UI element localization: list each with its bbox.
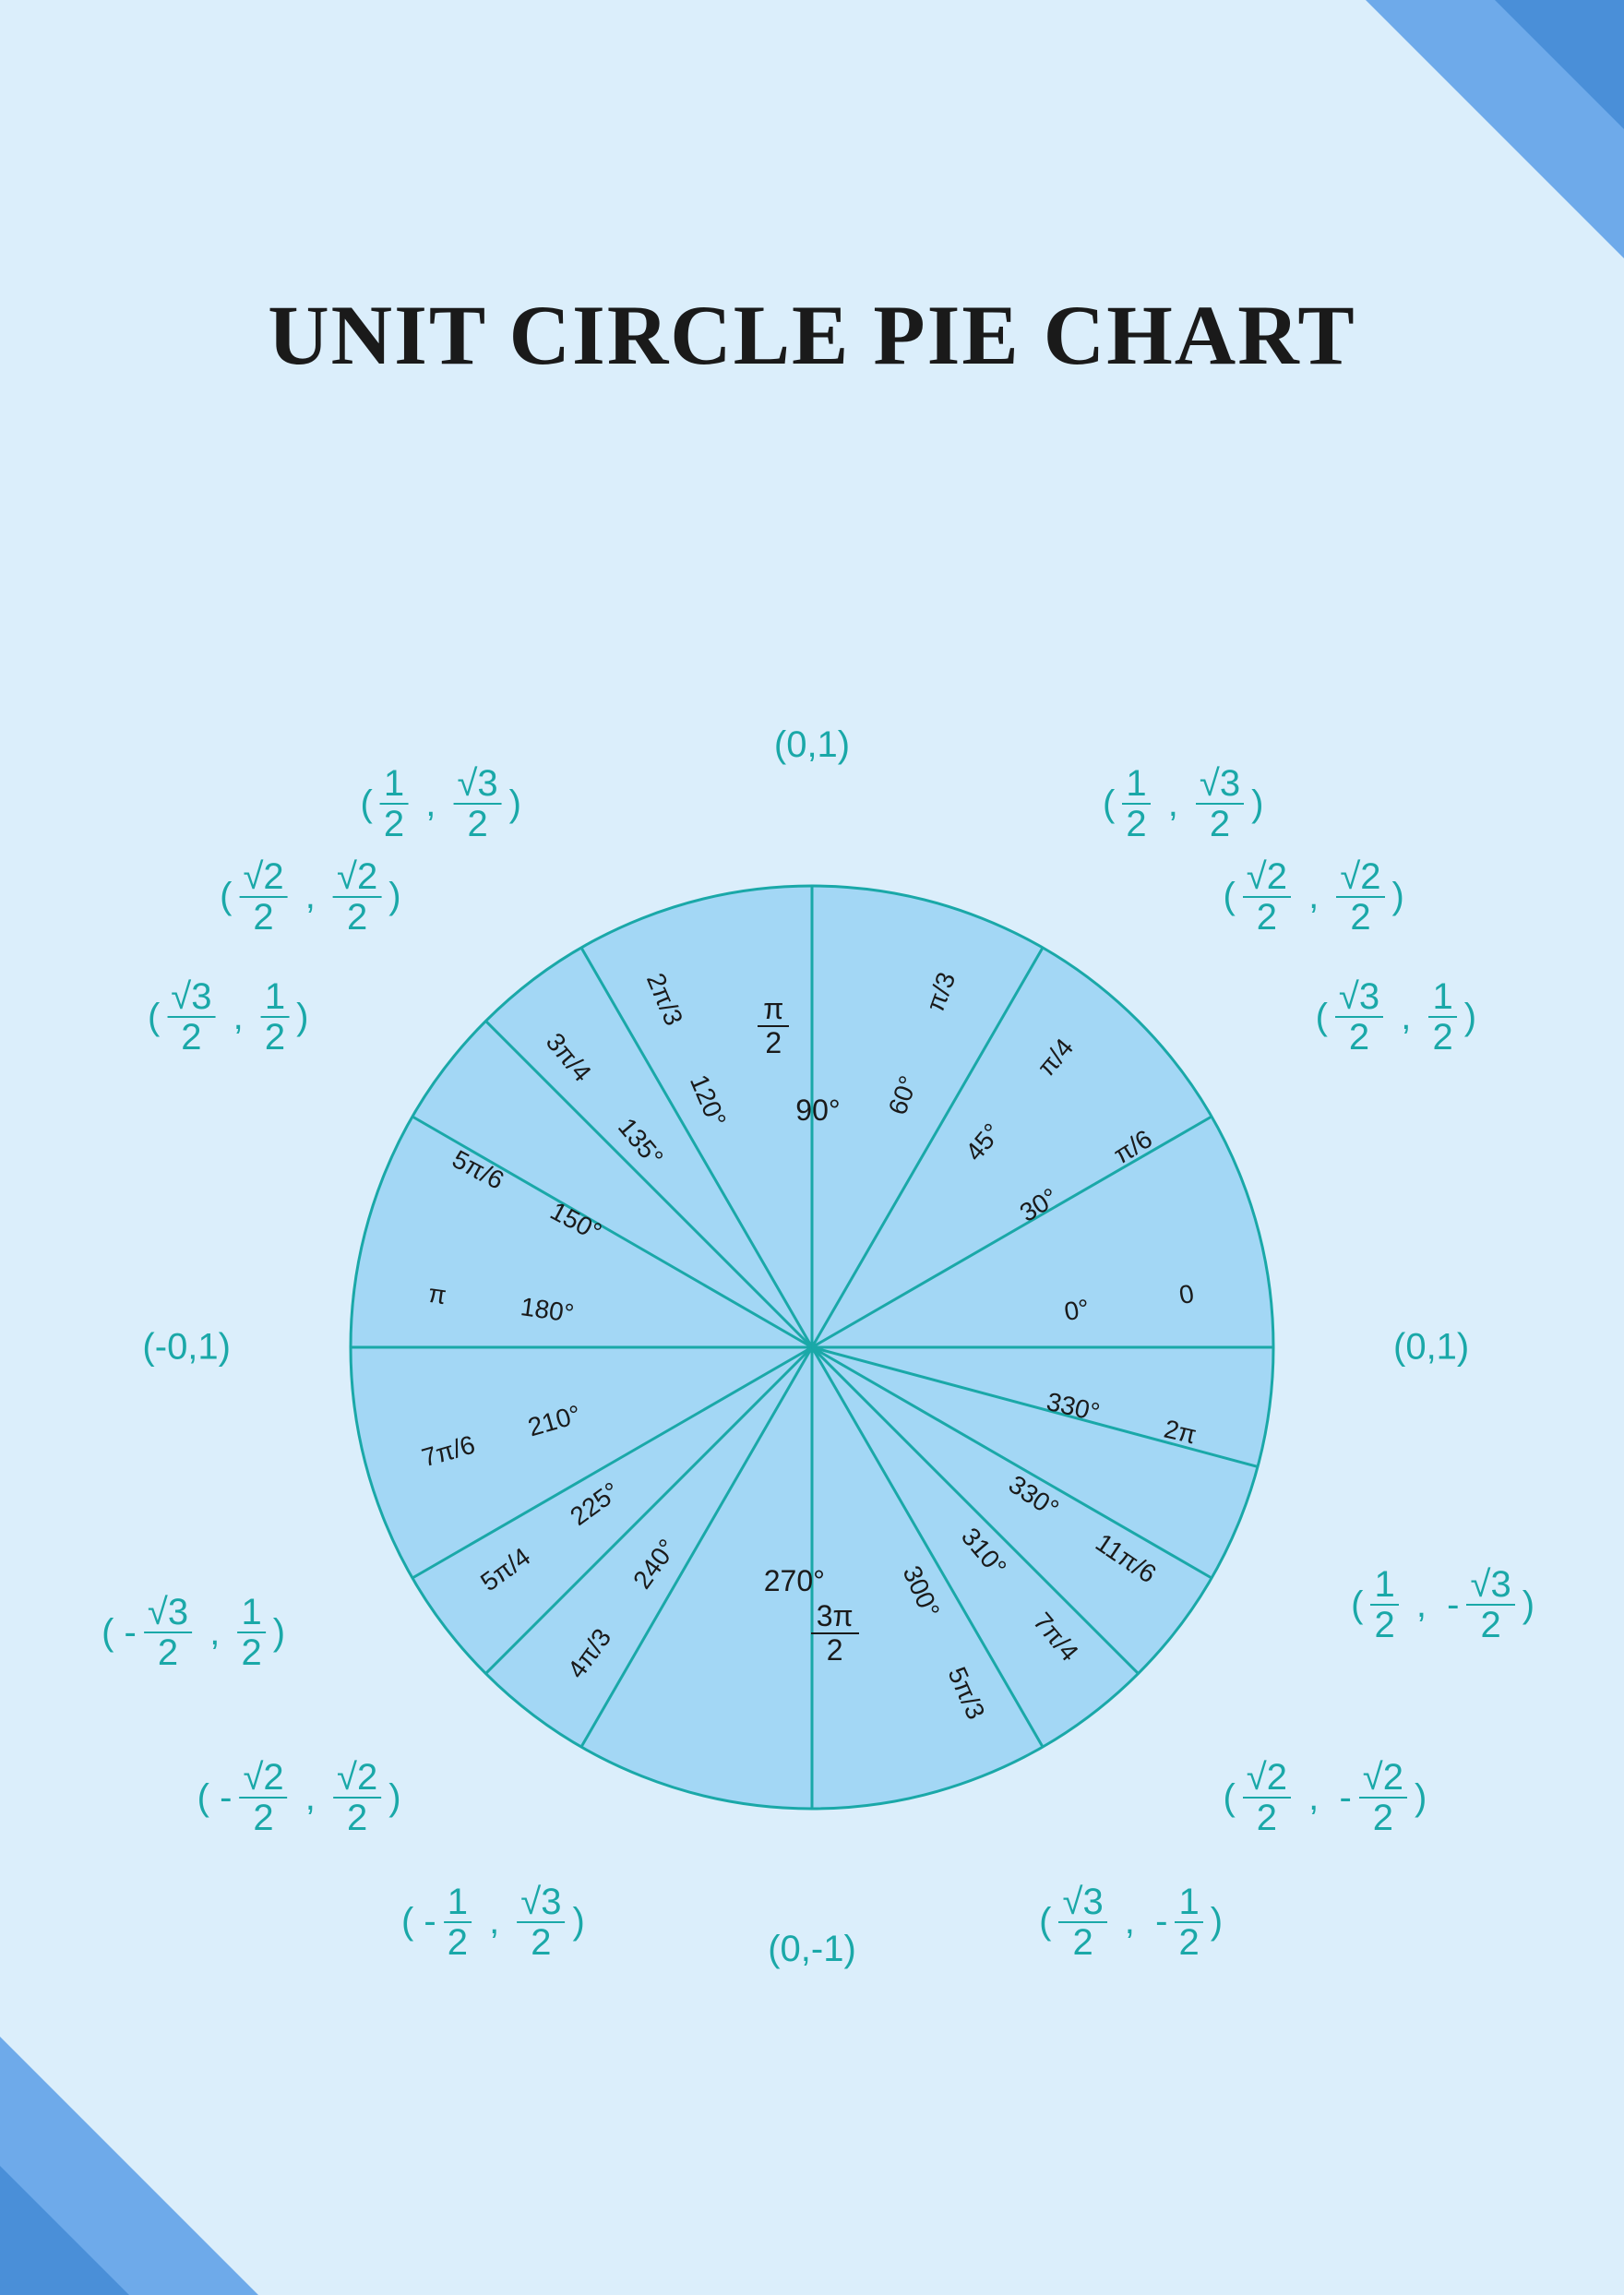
wedge-label-deg: 0° xyxy=(1062,1294,1092,1327)
outer-coord-label: (0,1) xyxy=(1393,1327,1469,1369)
wedge-label: 90° xyxy=(795,1094,840,1128)
outer-coord-label: ( √22 , √22 ) xyxy=(220,857,400,937)
wedge-label: π2 xyxy=(758,993,789,1059)
outer-coord-label: ( -12 , √32 ) xyxy=(401,1883,585,1962)
outer-coord-label: ( √22 , -√22 ) xyxy=(1223,1758,1427,1837)
wedge-label: 3π2 xyxy=(811,1600,859,1667)
outer-coord-label: ( √32 , -12 ) xyxy=(1039,1883,1223,1962)
outer-coord-label: ( √32 , 12 ) xyxy=(148,977,308,1057)
outer-coord-label: (-0,1) xyxy=(142,1327,231,1369)
outer-coord-label: ( 12 , √32 ) xyxy=(361,764,521,843)
outer-coord-label: ( -√22 , √22 ) xyxy=(197,1758,401,1837)
outer-coord-label: ( 12 , -√32 ) xyxy=(1351,1565,1534,1644)
page-title: UNIT CIRCLE PIE CHART xyxy=(0,286,1624,384)
unit-circle-chart: 0°030°π/645°π/460°π/3π290°120°2π/3135°3π… xyxy=(166,701,1458,1993)
wedge-label: 270° xyxy=(764,1564,825,1598)
outer-coord-label: (0,1) xyxy=(774,724,850,766)
outer-coord-label: ( -√32 , 12 ) xyxy=(102,1593,285,1672)
corner-decoration-tr xyxy=(1366,0,1624,258)
corner-decoration-bl xyxy=(0,2037,258,2295)
outer-coord-label: (0,-1) xyxy=(768,1929,856,1970)
outer-coord-label: ( 12 , √32 ) xyxy=(1103,764,1263,843)
outer-coord-label: ( √22 , √22 ) xyxy=(1223,857,1403,937)
outer-coord-label: ( √32 , 12 ) xyxy=(1316,977,1476,1057)
